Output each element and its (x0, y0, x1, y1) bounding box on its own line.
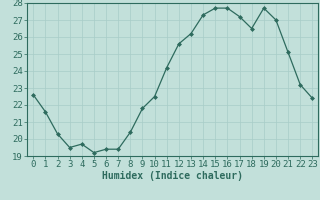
X-axis label: Humidex (Indice chaleur): Humidex (Indice chaleur) (102, 171, 243, 181)
